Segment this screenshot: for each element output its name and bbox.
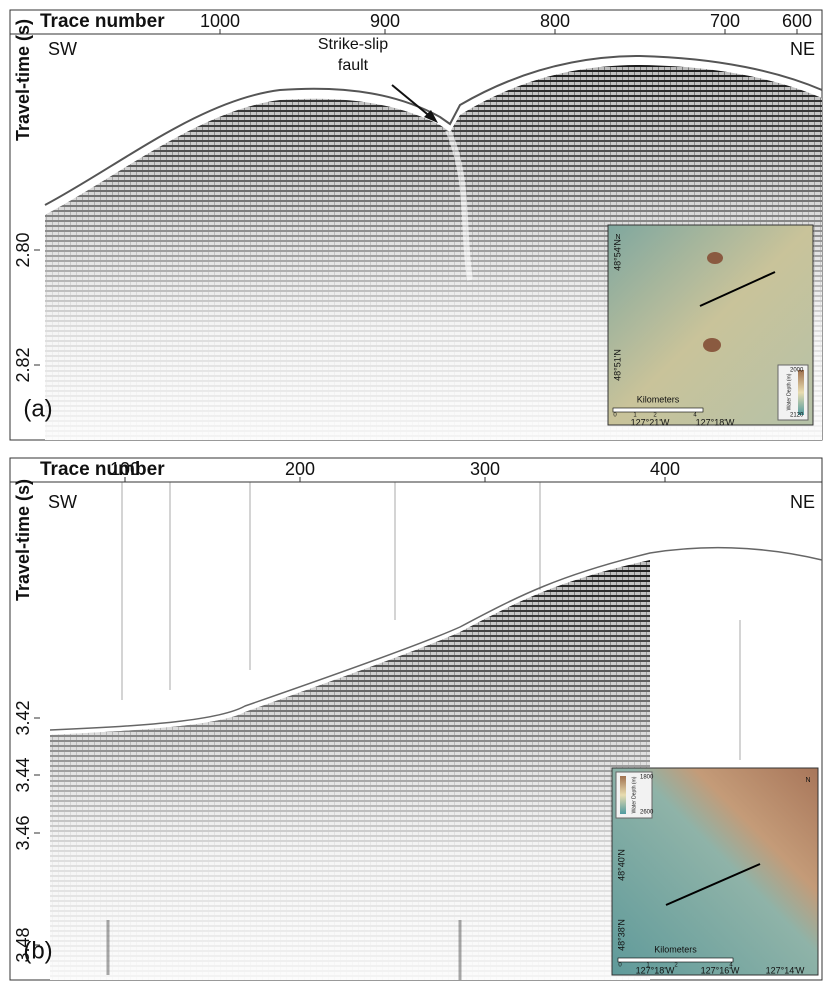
panel-label: (a) [23, 395, 52, 422]
legend-ramp [798, 370, 804, 415]
latitude-label: 48°40'N [616, 849, 626, 881]
north-arrow: N [805, 777, 810, 784]
x-tick-label: 700 [710, 11, 740, 31]
panel-label: (b) [23, 937, 52, 964]
profile-line [665, 863, 761, 906]
y-axis-title: Travel-time (s) [13, 19, 33, 141]
scale-tick: 1 [646, 963, 650, 969]
x-tick-label: 600 [782, 11, 812, 31]
scale-tick: 0 [613, 413, 617, 419]
x-axis-title: Trace number [40, 459, 165, 480]
axis-strip [9, 9, 823, 35]
scale-tick: 2 [653, 413, 657, 419]
north-arrow: N [615, 234, 620, 241]
y-axis-title: Travel-time (s) [13, 479, 33, 601]
axis-strip [9, 457, 823, 483]
scale-tick: 1 [633, 413, 637, 419]
scale-title: Kilometers [654, 944, 697, 954]
arrow-head [424, 110, 438, 123]
direction-label: NE [790, 492, 815, 512]
longitude-label: 127°21'W [631, 417, 670, 427]
longitude-label: 127°14'W [766, 965, 805, 975]
latitude-label: 48°38'N [616, 919, 626, 951]
annotation: fault [338, 57, 369, 74]
x-tick-label: 200 [285, 459, 315, 479]
x-tick-label: 100 [110, 459, 140, 479]
y-tick-label: 3.44 [13, 757, 33, 792]
legend-bottom: 2120 [790, 413, 804, 419]
annotation-arrow [391, 84, 433, 119]
y-tick-label: 2.80 [13, 232, 33, 267]
seafloor-reflection [49, 546, 823, 731]
x-axis-title: Trace number [40, 11, 165, 32]
direction-label: NE [790, 39, 815, 59]
legend-bottom: 2600 [640, 810, 654, 816]
x-tick-label: 400 [650, 459, 680, 479]
scale-title: Kilometers [637, 394, 680, 404]
seismic-fade [50, 560, 650, 980]
legend-title: Water Depth (m) [786, 373, 792, 410]
scale-tick: 2 [674, 963, 678, 969]
x-tick-label: 800 [540, 11, 570, 31]
longitude-label: 127°16'W [701, 965, 740, 975]
longitude-label: 127°18'W [636, 965, 675, 975]
direction-label: SW [48, 492, 77, 512]
y-tick-label: 3.42 [13, 700, 33, 735]
legend-top: 1800 [640, 775, 654, 781]
profile-line [699, 271, 776, 307]
y-tick-label: 3.48 [13, 927, 33, 962]
legend-top: 2000 [790, 368, 804, 374]
direction-label: SW [48, 39, 77, 59]
map-feature [707, 252, 723, 264]
trace-noise [106, 482, 741, 980]
scale-bar [617, 957, 734, 963]
annotation: Strike-slip [318, 36, 388, 53]
x-tick-label: 1000 [200, 11, 240, 31]
x-tick-label: 900 [370, 11, 400, 31]
seafloor-reflection [44, 54, 823, 206]
x-tick-label: 300 [470, 459, 500, 479]
fault-zone [445, 128, 473, 281]
legend-title: Water Depth (m) [631, 776, 637, 813]
scale-tick: 0 [618, 963, 622, 969]
scale-tick: 4 [729, 963, 733, 969]
legend-ramp [620, 776, 626, 814]
scale-tick: 4 [693, 413, 697, 419]
latitude-label: 48°51'N [612, 349, 622, 381]
map-feature [703, 338, 721, 352]
scale-bar [612, 407, 704, 413]
latitude-label: 48°54'N [612, 239, 622, 271]
y-tick-label: 3.46 [13, 815, 33, 850]
y-tick-label: 2.82 [13, 347, 33, 382]
longitude-label: 127°18'W [696, 417, 735, 427]
